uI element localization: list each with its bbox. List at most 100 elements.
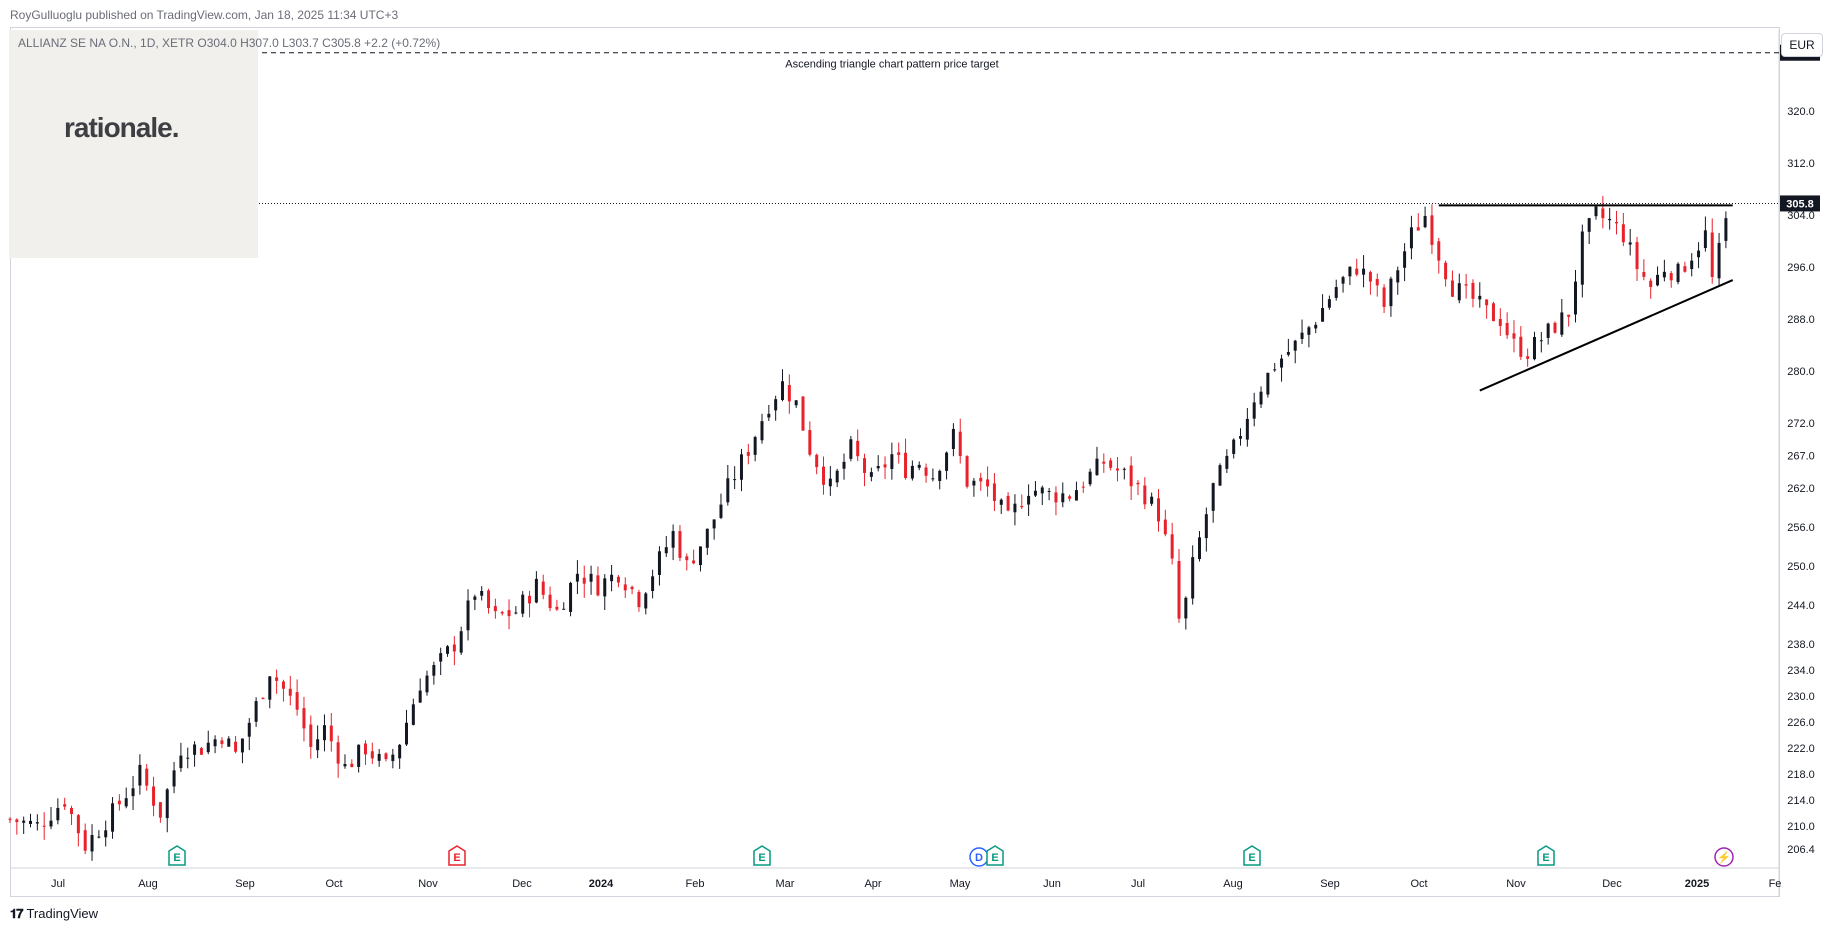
x-tick-label: Oct — [325, 878, 342, 890]
candle-body — [97, 836, 101, 838]
candle-body — [1567, 314, 1571, 317]
candle-body — [712, 519, 716, 529]
x-tick-label: Jul — [1131, 878, 1145, 890]
candle-body — [90, 835, 94, 852]
candle-body — [623, 584, 627, 591]
candle-body — [124, 798, 128, 807]
candle-body — [1109, 460, 1113, 468]
candle-body — [336, 742, 340, 764]
candle-body — [1266, 372, 1270, 395]
candle-body — [1341, 277, 1345, 284]
candle-body — [1129, 465, 1133, 487]
candle-body — [910, 465, 914, 479]
tradingview-brand-label: TradingView — [26, 906, 99, 921]
candle-body — [1156, 498, 1160, 522]
candle-body — [637, 591, 641, 608]
logo-text: rationale. — [64, 112, 179, 143]
candle-body — [815, 454, 819, 468]
candle-body — [917, 464, 921, 468]
candle-body — [1444, 262, 1448, 280]
y-tick-label: 267.0 — [1787, 450, 1815, 462]
candle-body — [596, 575, 600, 596]
last-price-badge-label: 305.8 — [1786, 198, 1814, 210]
candles — [8, 195, 1728, 861]
candle-body — [145, 768, 149, 786]
candle-body — [8, 818, 12, 820]
last-price-badge — [1780, 195, 1820, 212]
candle-body — [487, 590, 491, 609]
candle-body — [1683, 266, 1687, 272]
candle-body — [152, 786, 156, 806]
x-tick-label: Mar — [776, 878, 795, 890]
x-tick-label: Oct — [1410, 878, 1427, 890]
candle-body — [104, 830, 108, 838]
candle-body — [76, 815, 80, 834]
candle-body — [1033, 490, 1037, 496]
candle-body — [507, 610, 511, 617]
candle-body — [1505, 322, 1509, 336]
candle-body — [391, 754, 395, 762]
candle-body — [1423, 215, 1427, 228]
candle-body — [856, 440, 860, 457]
candle-body — [35, 822, 39, 824]
y-tick-label: 226.0 — [1787, 717, 1815, 729]
candle-body — [774, 399, 778, 411]
candle-body — [452, 644, 456, 652]
candle-body — [199, 748, 203, 755]
candle-body — [958, 431, 962, 456]
candle-body — [1081, 486, 1085, 488]
candle-body — [1560, 312, 1564, 335]
candle-body — [541, 581, 545, 595]
candle-body — [1143, 485, 1147, 505]
candle-body — [316, 739, 320, 751]
candle-body — [1027, 495, 1031, 505]
y-tick-label: 304.0 — [1787, 210, 1815, 222]
currency-button[interactable]: EUR — [1781, 33, 1823, 57]
candle-body — [1259, 391, 1263, 405]
candle-body — [1676, 263, 1680, 283]
candle-body — [302, 708, 306, 729]
event-marker-earnings-miss — [448, 845, 466, 866]
candle-body — [1232, 439, 1236, 454]
candle-body — [138, 764, 142, 786]
candle-body — [1115, 468, 1119, 471]
tradingview-brand[interactable]: 𝟏𝟕 TradingView — [10, 906, 98, 922]
candle-body — [780, 381, 784, 400]
candle-body — [411, 704, 415, 725]
candle-body — [808, 430, 812, 455]
candle-body — [309, 724, 313, 747]
candle-body — [644, 593, 648, 609]
candle-body — [1703, 230, 1707, 249]
candle-body — [705, 528, 709, 548]
candle-body — [534, 578, 538, 603]
candle-body — [56, 807, 60, 821]
candle-body — [685, 556, 689, 561]
event-marker-label: E — [1542, 852, 1549, 864]
candle-body — [938, 470, 942, 481]
event-marker-earnings — [1537, 845, 1555, 866]
candle-body — [869, 472, 873, 477]
y-tick-label: 320.0 — [1787, 106, 1815, 118]
candle-body — [794, 400, 798, 406]
candle-body — [377, 753, 381, 761]
candle-body — [1649, 280, 1653, 287]
y-tick-label: 244.0 — [1787, 600, 1815, 612]
candle-body — [213, 739, 217, 747]
symbol-legend[interactable]: ALLIANZ SE NA O.N., 1D, XETR O304.0 H307… — [18, 36, 441, 50]
candle-body — [1355, 268, 1359, 275]
candle-body — [753, 437, 757, 455]
candle-body — [719, 504, 723, 518]
x-tick-label: Apr — [864, 878, 881, 890]
candle-body — [131, 788, 135, 797]
candle-body — [1184, 597, 1188, 619]
candle-body — [172, 770, 176, 787]
candle-body — [1498, 318, 1502, 326]
candle-body — [986, 479, 990, 487]
candle-body — [1047, 490, 1051, 492]
candle-body — [1368, 272, 1372, 282]
candle-body — [1102, 461, 1106, 464]
candle-body — [610, 574, 614, 582]
candle-body — [630, 586, 634, 590]
candle-body — [1006, 495, 1010, 511]
